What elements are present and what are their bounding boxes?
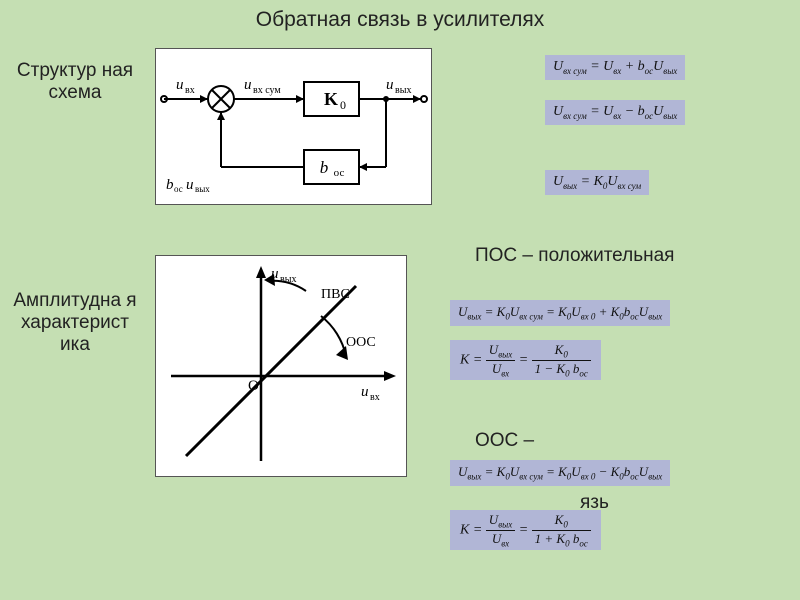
amp-diagram: u вых ПВС ООС O u вх xyxy=(155,255,407,477)
svg-text:ос: ос xyxy=(174,184,183,194)
formula-7: K = Uвых Uвх = K0 1 + K0 bос xyxy=(450,510,601,550)
svg-text:u: u xyxy=(271,266,279,282)
svg-text:K: K xyxy=(324,89,338,109)
formula-3: Uвых = K0Uвх сум xyxy=(545,170,649,195)
block-diagram: K 0 b ос u вх u вх сум u вых b ос u вых xyxy=(155,48,432,205)
label-amp: Амплитудна я характерист ика xyxy=(5,290,145,356)
f7-lhs: K = xyxy=(460,522,482,537)
amp-diagram-svg: u вых ПВС ООС O u вх xyxy=(156,256,406,476)
svg-text:u: u xyxy=(244,77,252,93)
svg-text:0: 0 xyxy=(340,98,346,112)
formula-2: Uвх сум = Uвх − bосUвых xyxy=(545,100,685,125)
f5-frac1: Uвых Uвх xyxy=(486,342,515,378)
formula-6: Uвых = K0Uвх сум = K0Uвх 0 − K0bосUвых xyxy=(450,460,670,486)
svg-text:u: u xyxy=(386,77,394,93)
svg-text:O: O xyxy=(248,378,259,394)
svg-text:b: b xyxy=(320,158,329,177)
label-pos: ПОС – положительная xyxy=(475,245,674,267)
svg-text:b: b xyxy=(166,177,174,193)
f7-frac1: Uвых Uвх xyxy=(486,512,515,548)
f7-frac2: K0 1 + K0 bос xyxy=(532,512,591,548)
svg-text:вх сум: вх сум xyxy=(253,85,281,96)
svg-text:u: u xyxy=(361,384,369,400)
label-struct: Структур ная схема xyxy=(10,60,140,104)
svg-text:вх: вх xyxy=(370,392,380,403)
svg-text:u: u xyxy=(186,177,194,193)
formula-4: Uвых = K0Uвх сум = K0Uвх 0 + K0bосUвых xyxy=(450,300,670,326)
f5-frac2: K0 1 − K0 bос xyxy=(532,342,591,378)
svg-text:ООС: ООС xyxy=(346,335,376,350)
svg-text:ПВС: ПВС xyxy=(321,287,350,302)
svg-text:ос: ос xyxy=(334,167,345,179)
block-diagram-svg: K 0 b ос u вх u вх сум u вых b ос u вых xyxy=(156,49,431,204)
svg-text:u: u xyxy=(176,77,184,93)
formula-1: Uвх сум = Uвх + bосUвых xyxy=(545,55,685,80)
svg-text:вых: вых xyxy=(395,85,411,96)
formula-5: K = Uвых Uвх = K0 1 − K0 bос xyxy=(450,340,601,380)
svg-text:вх: вх xyxy=(185,85,195,96)
svg-text:вых: вых xyxy=(195,184,210,194)
svg-text:вых: вых xyxy=(280,274,296,285)
page-title: Обратная связь в усилителях xyxy=(0,8,800,32)
label-oos: ООС – xyxy=(475,430,534,452)
f5-lhs: K = xyxy=(460,352,482,367)
